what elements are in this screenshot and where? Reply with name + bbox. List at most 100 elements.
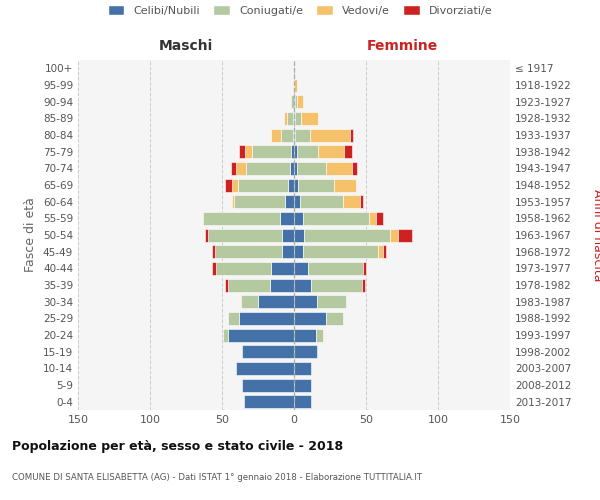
Bar bbox=[225, 278, 228, 291]
Bar bbox=[280, 212, 294, 225]
Bar bbox=[291, 145, 294, 158]
Bar bbox=[310, 128, 350, 141]
Bar bbox=[252, 145, 291, 158]
Bar bbox=[294, 162, 297, 175]
Bar bbox=[350, 128, 353, 141]
Bar bbox=[223, 328, 228, 342]
Bar bbox=[343, 195, 360, 208]
Bar bbox=[383, 245, 386, 258]
Bar bbox=[291, 95, 294, 108]
Bar bbox=[302, 212, 369, 225]
Bar bbox=[294, 78, 297, 92]
Bar bbox=[294, 262, 308, 275]
Bar bbox=[369, 212, 376, 225]
Bar bbox=[215, 245, 283, 258]
Bar bbox=[290, 162, 294, 175]
Bar bbox=[294, 95, 295, 108]
Bar bbox=[241, 295, 258, 308]
Bar bbox=[294, 362, 311, 375]
Bar bbox=[294, 395, 311, 408]
Bar bbox=[301, 112, 319, 125]
Bar bbox=[271, 128, 281, 141]
Bar bbox=[283, 245, 294, 258]
Bar bbox=[271, 262, 294, 275]
Bar bbox=[239, 312, 294, 325]
Legend: Celibi/Nubili, Coniugati/e, Vedovi/e, Divorziati/e: Celibi/Nubili, Coniugati/e, Vedovi/e, Di… bbox=[103, 0, 497, 20]
Bar bbox=[203, 212, 280, 225]
Bar bbox=[225, 178, 232, 192]
Bar bbox=[294, 195, 300, 208]
Bar bbox=[232, 195, 233, 208]
Bar bbox=[208, 228, 283, 241]
Bar bbox=[238, 178, 288, 192]
Text: Femmine: Femmine bbox=[367, 40, 437, 54]
Bar bbox=[294, 295, 317, 308]
Bar bbox=[247, 162, 290, 175]
Bar bbox=[288, 178, 294, 192]
Bar bbox=[352, 162, 358, 175]
Bar bbox=[294, 178, 298, 192]
Bar bbox=[316, 328, 323, 342]
Bar bbox=[287, 112, 293, 125]
Y-axis label: Fasce di età: Fasce di età bbox=[25, 198, 37, 272]
Bar bbox=[294, 145, 297, 158]
Bar bbox=[236, 162, 247, 175]
Bar bbox=[294, 245, 302, 258]
Bar bbox=[326, 162, 352, 175]
Bar bbox=[311, 278, 362, 291]
Bar bbox=[294, 345, 317, 358]
Bar bbox=[228, 278, 269, 291]
Bar bbox=[302, 245, 377, 258]
Bar bbox=[294, 112, 295, 125]
Bar bbox=[242, 378, 294, 392]
Bar bbox=[294, 378, 311, 392]
Bar bbox=[230, 162, 236, 175]
Bar bbox=[212, 245, 215, 258]
Bar bbox=[283, 228, 294, 241]
Bar bbox=[304, 228, 391, 241]
Bar bbox=[294, 312, 326, 325]
Bar bbox=[236, 362, 294, 375]
Bar bbox=[294, 228, 304, 241]
Bar bbox=[284, 112, 287, 125]
Bar bbox=[297, 95, 302, 108]
Bar bbox=[212, 262, 216, 275]
Bar bbox=[319, 145, 344, 158]
Bar bbox=[281, 128, 293, 141]
Bar bbox=[239, 145, 245, 158]
Bar bbox=[294, 328, 316, 342]
Bar bbox=[300, 195, 343, 208]
Bar bbox=[245, 145, 252, 158]
Bar bbox=[294, 212, 302, 225]
Bar bbox=[293, 128, 294, 141]
Bar bbox=[297, 145, 319, 158]
Bar bbox=[269, 278, 294, 291]
Bar bbox=[326, 312, 343, 325]
Bar bbox=[228, 328, 294, 342]
Bar bbox=[334, 178, 356, 192]
Bar bbox=[317, 295, 346, 308]
Bar bbox=[362, 278, 365, 291]
Bar bbox=[308, 262, 363, 275]
Bar bbox=[398, 228, 412, 241]
Bar bbox=[377, 245, 383, 258]
Y-axis label: Anni di nascita: Anni di nascita bbox=[591, 188, 600, 281]
Bar bbox=[233, 195, 286, 208]
Bar bbox=[295, 112, 301, 125]
Bar bbox=[295, 95, 297, 108]
Text: Maschi: Maschi bbox=[159, 40, 213, 54]
Bar bbox=[298, 178, 334, 192]
Bar bbox=[363, 262, 366, 275]
Text: Popolazione per età, sesso e stato civile - 2018: Popolazione per età, sesso e stato civil… bbox=[12, 440, 343, 453]
Bar bbox=[294, 128, 295, 141]
Bar bbox=[244, 395, 294, 408]
Bar bbox=[216, 262, 271, 275]
Bar bbox=[286, 195, 294, 208]
Bar bbox=[232, 178, 238, 192]
Bar bbox=[297, 162, 326, 175]
Bar bbox=[258, 295, 294, 308]
Bar bbox=[293, 112, 294, 125]
Bar bbox=[295, 128, 310, 141]
Bar bbox=[344, 145, 352, 158]
Bar bbox=[242, 345, 294, 358]
